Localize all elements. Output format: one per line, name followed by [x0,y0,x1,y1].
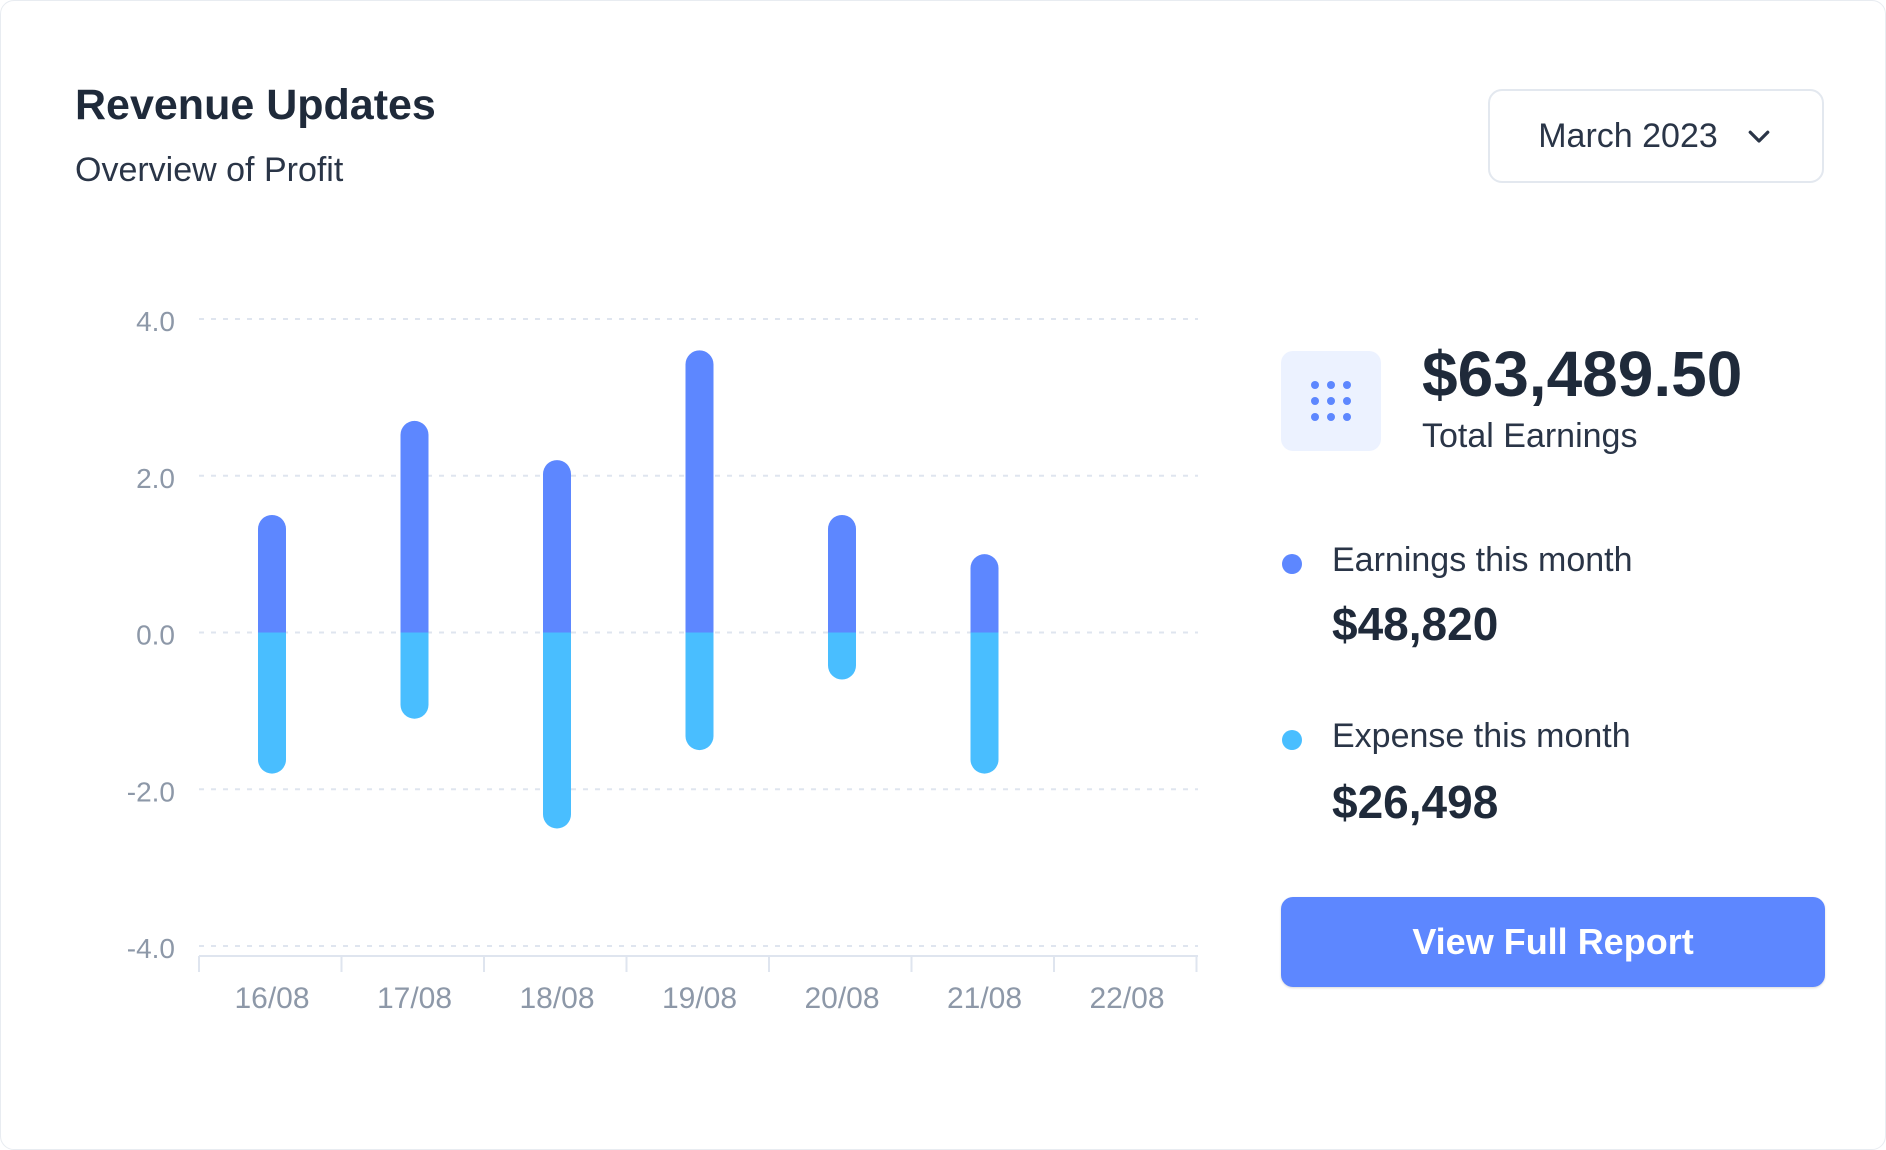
x-tick-label: 22/08 [1089,982,1164,1015]
x-tick-label: 16/08 [234,982,309,1015]
earnings-value: $48,820 [1332,598,1499,650]
card-subtitle: Overview of Profit [75,151,344,189]
month-select[interactable]: March 2023 [1488,89,1824,183]
earnings-legend-dot [1282,554,1302,574]
total-earnings-icon-box [1281,351,1381,451]
earnings-bar[interactable] [400,420,429,633]
expense-bar[interactable] [828,632,856,680]
earnings-bar[interactable] [828,514,856,633]
expense-label: Expense this month [1332,717,1631,755]
x-tick-label: 19/08 [662,982,737,1015]
expense-bar[interactable] [543,632,571,829]
card-title: Revenue Updates [75,81,436,129]
x-tick-label: 17/08 [377,982,452,1015]
earnings-bar[interactable] [258,514,286,633]
y-tick-label: -2.0 [127,776,175,807]
x-tick-label: 21/08 [947,982,1022,1015]
earnings-bar[interactable] [970,554,999,633]
total-earnings-value: $63,489.50 [1422,338,1743,410]
earnings-bar[interactable] [543,460,571,633]
month-select-value: March 2023 [1538,116,1718,155]
total-earnings-label: Total Earnings [1422,417,1638,455]
y-tick-label: 2.0 [136,463,175,494]
y-tick-label: -4.0 [127,933,175,964]
y-tick-label: 4.0 [136,306,175,337]
expense-bar[interactable] [400,632,429,719]
x-tick-label: 20/08 [804,982,879,1015]
expense-value: $26,498 [1332,776,1499,828]
revenue-chart: 4.0 2.0 0.0 -2.0 -4.0 16/08 17/08 18/08 19/08 20/… [127,306,1198,1015]
expense-bar[interactable] [970,632,999,774]
y-tick-label: 0.0 [136,620,175,651]
x-tick-label: 18/08 [519,982,594,1015]
chevron-down-icon [1748,130,1770,143]
earnings-label: Earnings this month [1332,541,1633,579]
grid-dots-icon [1311,381,1351,421]
earnings-bar[interactable] [685,350,714,633]
expense-legend-dot [1282,730,1302,750]
expense-bar[interactable] [258,632,286,774]
view-full-report-button[interactable]: View Full Report [1281,897,1825,987]
expense-bar[interactable] [685,632,714,751]
